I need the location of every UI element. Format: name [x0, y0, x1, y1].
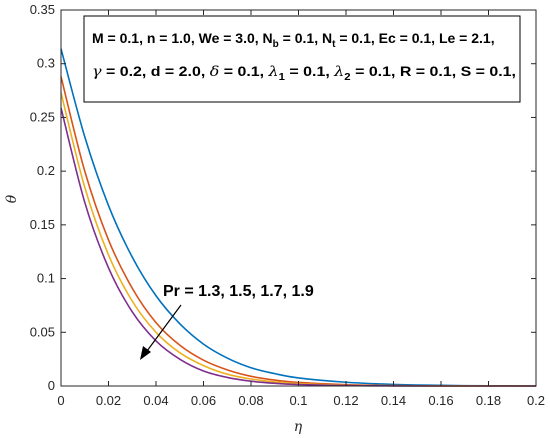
- parameters-line-2: γ = 0.2, d = 2.0, δ = 0.1, λ1 = 0.1, λ2 …: [92, 63, 516, 83]
- tick-layer: 0 0.02 0.04 0.06 0.08 0.1 0.12 0.14 0.16 0.18 0.20…: [30, 2, 545, 408]
- delta-symbol: δ: [210, 64, 220, 80]
- param-line1-part-c: = 0.1, Ec = 0.1, Le = 2.1,: [335, 30, 494, 46]
- x-tick-label: 0.18: [476, 393, 501, 408]
- x-tick-label: 0.08: [238, 393, 263, 408]
- y-tick-label: 0: [48, 378, 55, 393]
- pr-arrow-head: [140, 346, 151, 360]
- x-tick-label: 0.04: [143, 393, 168, 408]
- y-tick-label: 0.35: [30, 2, 55, 17]
- x-tick-label: 0.12: [333, 393, 358, 408]
- parameters-line-1: M = 0.1, n = 1.0, We = 3.0, Nb = 0.1, Nt…: [92, 30, 495, 50]
- param-line2-part-b: = 0.1,: [219, 63, 268, 79]
- param-line1-part-b: = 0.1, N: [279, 30, 332, 46]
- x-tick-label: 0.06: [191, 393, 216, 408]
- x-axis-label: η: [294, 419, 303, 435]
- param-line2-part-c: = 0.1,: [285, 63, 334, 79]
- y-tick-label: 0.15: [30, 217, 55, 232]
- gamma-symbol: γ: [92, 64, 102, 80]
- parameters-box: M = 0.1, n = 1.0, We = 3.0, Nb = 0.1, Nt…: [83, 15, 521, 103]
- y-tick-label: 0.3: [37, 56, 55, 71]
- parameters-box-frame: [83, 15, 521, 103]
- pr-arrow-shaft: [146, 304, 182, 352]
- pr-annotation: Pr = 1.3, 1.5, 1.7, 1.9: [163, 283, 314, 300]
- param-line2-part-a: = 0.2, d = 2.0,: [102, 63, 210, 79]
- param-line1-part-a: M = 0.1, n = 1.0, We = 3.0, N: [92, 30, 273, 46]
- pr-arrow: [140, 304, 182, 360]
- y-tick-label: 0.1: [37, 271, 55, 286]
- x-tick-label: 0.1: [289, 393, 307, 408]
- param-nb-subscript: b: [273, 39, 279, 50]
- lambda2-subscript: 2: [344, 72, 351, 83]
- lambda2-symbol: λ: [333, 64, 344, 80]
- y-axis-label: θ: [4, 194, 20, 203]
- x-tick-label: 0.14: [381, 393, 406, 408]
- param-nt-subscript: t: [332, 39, 336, 50]
- param-line2-part-d: = 0.1, R = 0.1, S = 0.1,: [351, 63, 516, 79]
- x-tick-label: 0.16: [428, 393, 453, 408]
- y-tick-label: 0.2: [37, 163, 55, 178]
- y-tick-label: 0.05: [30, 324, 55, 339]
- y-tick-label: 0.25: [30, 109, 55, 124]
- x-tick-label: 0.2: [527, 393, 545, 408]
- lambda1-symbol: λ: [267, 64, 278, 80]
- lambda1-subscript: 1: [279, 72, 286, 83]
- x-tick-label: 0.02: [96, 393, 121, 408]
- x-tick-label: 0: [57, 393, 64, 408]
- series-line-1: [60, 48, 537, 387]
